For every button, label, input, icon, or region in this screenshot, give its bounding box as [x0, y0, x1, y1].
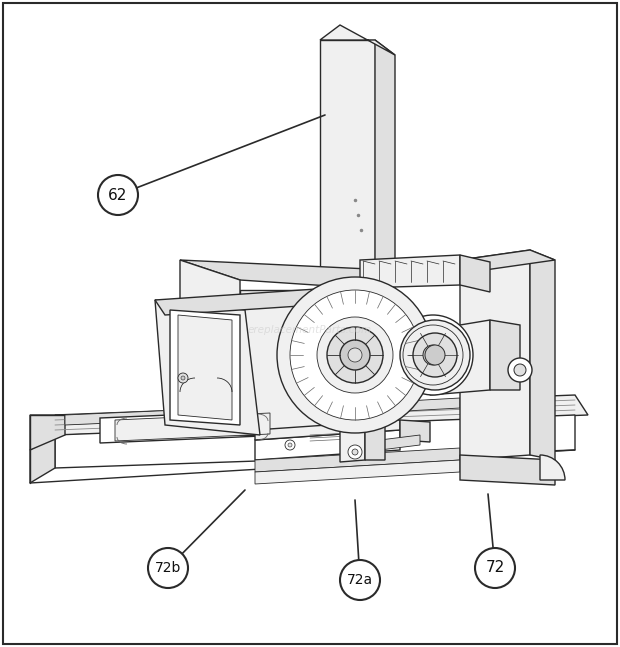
Polygon shape: [530, 250, 555, 460]
Polygon shape: [65, 410, 180, 425]
Circle shape: [475, 548, 515, 588]
Polygon shape: [320, 25, 395, 55]
Circle shape: [413, 333, 457, 377]
Polygon shape: [460, 250, 530, 460]
Circle shape: [327, 327, 383, 383]
Text: 72a: 72a: [347, 573, 373, 587]
Polygon shape: [155, 285, 390, 315]
Circle shape: [400, 320, 470, 390]
Text: 72: 72: [485, 560, 505, 575]
Polygon shape: [255, 448, 460, 472]
Polygon shape: [400, 420, 430, 442]
Polygon shape: [365, 355, 385, 460]
Polygon shape: [255, 430, 400, 460]
Wedge shape: [540, 455, 565, 480]
Polygon shape: [375, 40, 395, 435]
Circle shape: [178, 373, 188, 383]
Circle shape: [98, 175, 138, 215]
Circle shape: [148, 548, 188, 588]
Polygon shape: [380, 435, 420, 450]
Circle shape: [285, 440, 295, 450]
Polygon shape: [255, 460, 460, 484]
Polygon shape: [280, 398, 460, 418]
Polygon shape: [55, 395, 588, 435]
Polygon shape: [30, 415, 65, 450]
Polygon shape: [180, 260, 390, 290]
Circle shape: [348, 445, 362, 459]
Circle shape: [317, 317, 393, 393]
Polygon shape: [490, 320, 520, 390]
Polygon shape: [180, 260, 240, 435]
Circle shape: [348, 348, 362, 362]
Text: ereplacementParts.com: ereplacementParts.com: [248, 325, 372, 335]
Circle shape: [277, 277, 433, 433]
Polygon shape: [320, 40, 375, 430]
Circle shape: [514, 364, 526, 376]
Circle shape: [290, 290, 420, 420]
Polygon shape: [30, 435, 55, 483]
Polygon shape: [360, 255, 460, 288]
Polygon shape: [240, 290, 390, 435]
Circle shape: [288, 443, 292, 447]
Circle shape: [340, 340, 370, 370]
Polygon shape: [155, 300, 260, 435]
Circle shape: [403, 325, 463, 385]
Polygon shape: [460, 455, 555, 485]
Polygon shape: [430, 320, 490, 395]
Text: 62: 62: [108, 188, 128, 203]
Circle shape: [352, 449, 358, 455]
Circle shape: [423, 345, 443, 365]
Polygon shape: [100, 410, 285, 443]
Circle shape: [508, 358, 532, 382]
Circle shape: [340, 560, 380, 600]
Polygon shape: [170, 310, 240, 425]
Polygon shape: [115, 413, 270, 441]
Circle shape: [425, 345, 445, 365]
Circle shape: [181, 376, 185, 380]
Polygon shape: [255, 420, 400, 440]
Polygon shape: [460, 255, 490, 292]
Polygon shape: [178, 315, 232, 420]
Polygon shape: [55, 415, 575, 468]
Polygon shape: [340, 355, 365, 462]
Circle shape: [393, 315, 473, 395]
Text: 72b: 72b: [155, 561, 181, 575]
Polygon shape: [460, 250, 555, 270]
